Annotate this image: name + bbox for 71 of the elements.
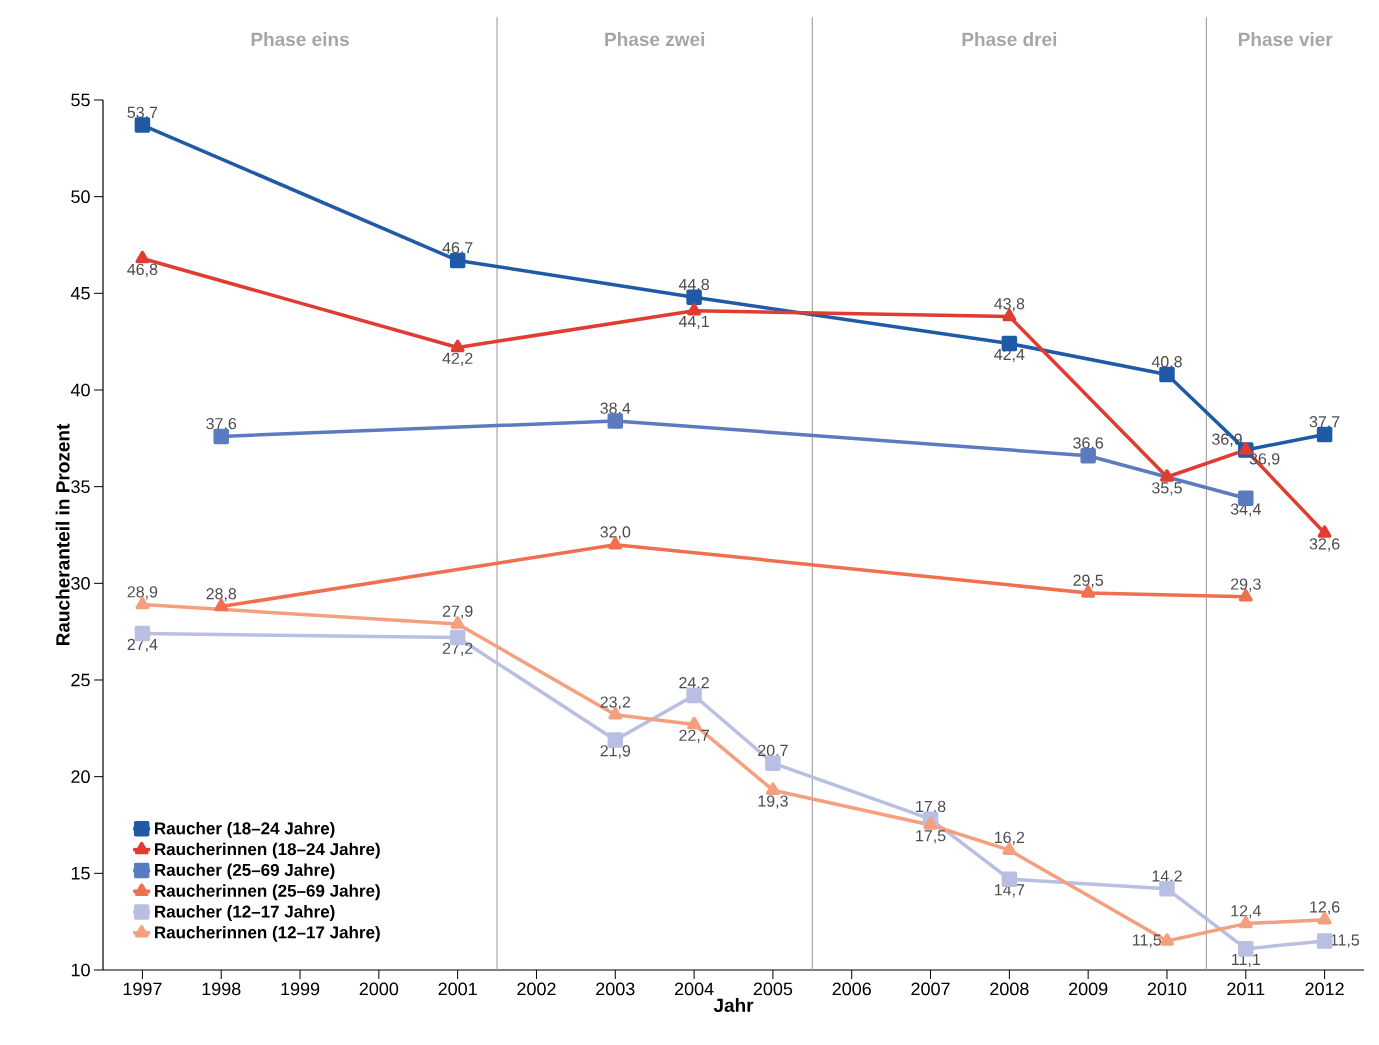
data-label: 12,6 <box>1310 901 1340 915</box>
x-tick-label: 1998 <box>202 982 241 996</box>
y-tick-label: 55 <box>71 93 90 107</box>
text: Phase zwei <box>605 32 705 47</box>
data-label: 17,8 <box>916 800 946 814</box>
y-tick-label: 15 <box>71 867 90 880</box>
data-label: 24,2 <box>679 677 709 691</box>
data-label: 44,8 <box>678 278 709 292</box>
legend-label: Raucherinnen (18–24 Jahre) <box>155 842 380 859</box>
data-label: 16,2 <box>995 831 1025 845</box>
data-label: 20,7 <box>758 744 788 758</box>
text: Phase drei <box>962 32 1057 47</box>
legend-label: Raucher (12–17 Jahre) <box>155 905 335 921</box>
x-tick-label: 2011 <box>1227 982 1265 996</box>
data-label: 29,3 <box>1231 578 1261 592</box>
data-label: 23,2 <box>600 696 631 710</box>
y-tick-label: 25 <box>71 673 90 687</box>
data-label: 19,3 <box>758 795 788 809</box>
x-axis-title: Jahr <box>713 998 754 1013</box>
data-label: 42,2 <box>442 352 473 366</box>
x-tick-label: 2009 <box>1069 982 1108 996</box>
x-tick-label: 2007 <box>911 982 950 996</box>
data-label: 37,7 <box>1309 416 1340 430</box>
y-tick-label: 30 <box>71 576 90 590</box>
data-label: 37,6 <box>206 417 237 432</box>
x-tick-label: 2002 <box>517 982 556 996</box>
data-label: 11,5 <box>1133 934 1162 948</box>
legend-label: Raucherinnen (12–17 Jahre) <box>155 925 380 942</box>
data-label: 14,2 <box>1152 870 1182 884</box>
y-tick-label: 50 <box>71 190 90 204</box>
data-label: 17,5 <box>916 830 946 844</box>
data-label: 43,8 <box>994 298 1025 312</box>
x-tick-label: 2003 <box>596 982 635 996</box>
x-tick-label: 2010 <box>1147 982 1187 996</box>
data-label: 36,6 <box>1073 437 1104 451</box>
data-label: 32,6 <box>1309 538 1340 552</box>
data-label: 28,9 <box>127 586 158 600</box>
x-tick-label: 2001 <box>438 982 477 996</box>
data-label: 22,7 <box>679 729 709 743</box>
y-tick-label: 40 <box>70 383 90 397</box>
x-tick-label: 2012 <box>1305 982 1344 996</box>
data-label: 29,5 <box>1073 574 1104 588</box>
y-tick-label: 45 <box>70 287 90 300</box>
x-tick-label: 2006 <box>832 982 871 996</box>
data-label: 44,1 <box>678 315 709 329</box>
data-label: 27,9 <box>442 605 473 619</box>
legend-label: Raucher (18–24 Jahre) <box>155 821 335 838</box>
data-label: 28,8 <box>206 588 237 602</box>
x-tick-label: 2000 <box>359 982 399 996</box>
x-tick-label: 1997 <box>123 982 162 996</box>
text: Phase eins <box>251 32 349 47</box>
x-tick-label: 2005 <box>753 982 793 996</box>
x-tick-label: 2004 <box>674 982 714 996</box>
data-label: 11,5 <box>1331 934 1360 948</box>
y-tick-label: 10 <box>71 963 90 977</box>
data-label: 32,0 <box>600 526 631 540</box>
y-tick-label: 20 <box>71 770 90 784</box>
data-label: 46,7 <box>442 242 473 256</box>
legend-label: Raucherinnen (25–69 Jahre) <box>155 884 380 901</box>
y-tick-label: 35 <box>71 480 90 494</box>
text: Phase vier <box>1238 32 1333 47</box>
x-tick-label: 1999 <box>281 982 320 996</box>
data-label: 40,8 <box>1151 356 1182 370</box>
data-label: 38,4 <box>600 402 631 416</box>
data-label: 53,7 <box>127 106 158 120</box>
data-label: 35,5 <box>1152 482 1182 496</box>
data-label: 46,8 <box>127 263 158 277</box>
data-label: 12,4 <box>1231 905 1261 919</box>
x-tick-label: 2008 <box>990 982 1029 996</box>
legend-label: Raucher (25–69 Jahre) <box>155 863 335 880</box>
y-axis-title: Raucheranteil in Prozent <box>55 423 70 646</box>
